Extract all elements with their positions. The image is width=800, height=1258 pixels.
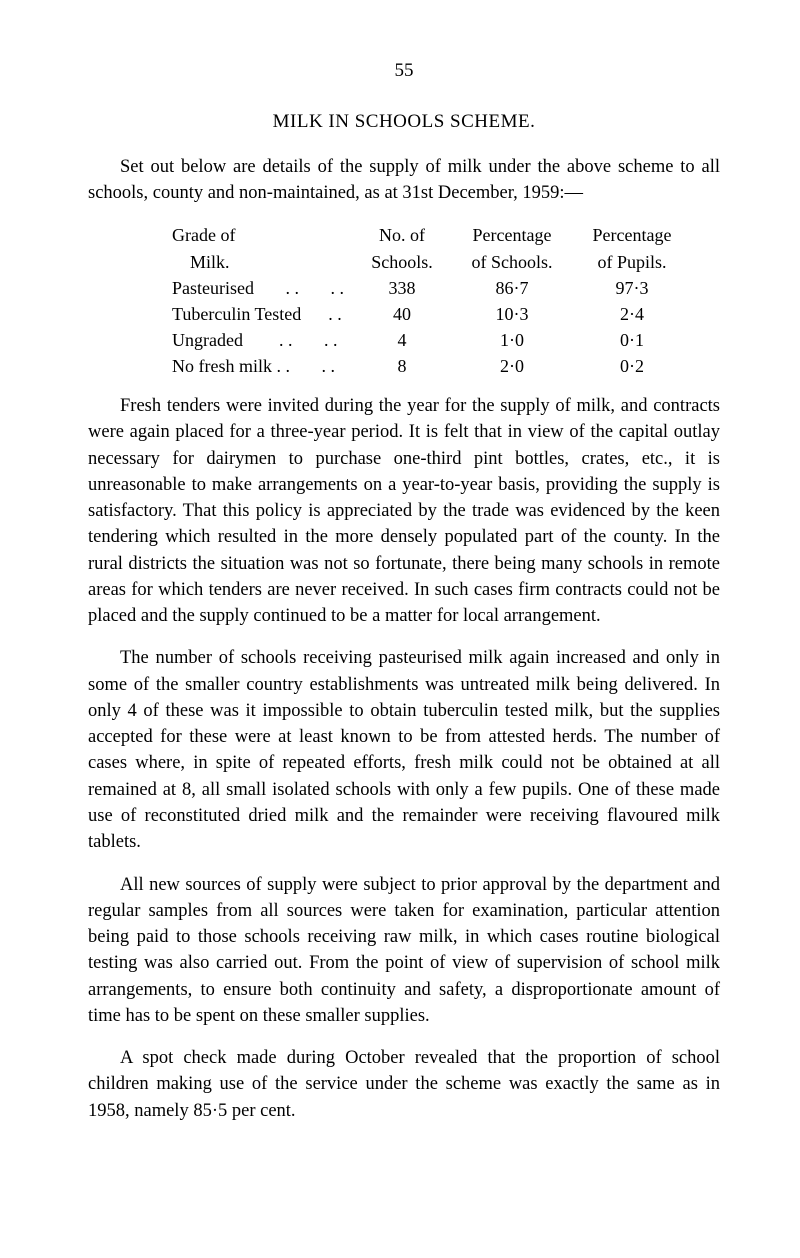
row-pct-schools: 2·0 bbox=[452, 353, 572, 379]
header-grade-line2: Milk. bbox=[172, 249, 352, 275]
header-pct-pupils-line1: Percentage bbox=[572, 222, 692, 248]
header-grade: Grade of Milk. bbox=[172, 222, 352, 274]
table-row: Ungraded . . . . 4 1·0 0·1 bbox=[172, 327, 720, 353]
body-paragraph-1: Fresh tenders were invited during the ye… bbox=[88, 393, 720, 629]
document-page: 55 MILK IN SCHOOLS SCHEME. Set out below… bbox=[0, 0, 800, 1200]
body-paragraph-2: The number of schools receiving pasteuri… bbox=[88, 645, 720, 855]
table-row: Tuberculin Tested . . 40 10·3 2·4 bbox=[172, 301, 720, 327]
row-pct-pupils: 97·3 bbox=[572, 275, 692, 301]
row-pct-schools: 86·7 bbox=[452, 275, 572, 301]
header-pct-pupils-line2: of Pupils. bbox=[572, 249, 692, 275]
header-pct-schools-line2: of Schools. bbox=[452, 249, 572, 275]
page-title: MILK IN SCHOOLS SCHEME. bbox=[88, 109, 720, 136]
row-schools: 8 bbox=[352, 353, 452, 379]
table-row: No fresh milk . . . . 8 2·0 0·2 bbox=[172, 353, 720, 379]
row-label: Pasteurised . . . . bbox=[172, 275, 352, 301]
row-schools: 338 bbox=[352, 275, 452, 301]
row-label: Ungraded . . . . bbox=[172, 327, 352, 353]
header-grade-line1: Grade of bbox=[172, 222, 352, 248]
intro-paragraph: Set out below are details of the supply … bbox=[88, 154, 720, 207]
table-row: Pasteurised . . . . 338 86·7 97·3 bbox=[172, 275, 720, 301]
row-pct-pupils: 2·4 bbox=[572, 301, 692, 327]
row-label: Tuberculin Tested . . bbox=[172, 301, 352, 327]
row-schools: 40 bbox=[352, 301, 452, 327]
body-paragraph-4: A spot check made during October reveale… bbox=[88, 1045, 720, 1124]
milk-table: Grade of Milk. No. of Schools. Percentag… bbox=[172, 222, 720, 379]
header-schools-line2: Schools. bbox=[352, 249, 452, 275]
row-label: No fresh milk . . . . bbox=[172, 353, 352, 379]
row-pct-schools: 1·0 bbox=[452, 327, 572, 353]
header-pct-pupils: Percentage of Pupils. bbox=[572, 222, 692, 274]
header-schools: No. of Schools. bbox=[352, 222, 452, 274]
row-pct-schools: 10·3 bbox=[452, 301, 572, 327]
row-schools: 4 bbox=[352, 327, 452, 353]
header-schools-line1: No. of bbox=[352, 222, 452, 248]
header-pct-schools: Percentage of Schools. bbox=[452, 222, 572, 274]
header-pct-schools-line1: Percentage bbox=[452, 222, 572, 248]
table-header-row: Grade of Milk. No. of Schools. Percentag… bbox=[172, 222, 720, 274]
body-paragraph-3: All new sources of supply were subject t… bbox=[88, 872, 720, 1030]
row-pct-pupils: 0·2 bbox=[572, 353, 692, 379]
row-pct-pupils: 0·1 bbox=[572, 327, 692, 353]
page-number: 55 bbox=[88, 58, 720, 85]
